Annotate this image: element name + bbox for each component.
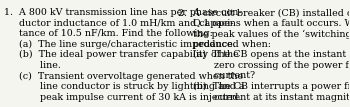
- Text: (c)  Transient overvoltage generated when the: (c) Transient overvoltage generated when…: [4, 71, 243, 81]
- Text: current?: current?: [178, 71, 256, 80]
- Text: (a)  The line surge/characteristic impedance.: (a) The line surge/characteristic impeda…: [4, 40, 236, 49]
- Text: current at its instant magnitude of 10 kA?: current at its instant magnitude of 10 k…: [178, 93, 350, 102]
- Text: (b)  The ideal power transfer capability of the: (b) The ideal power transfer capability …: [4, 50, 239, 59]
- Text: (a)  The CB opens at the instant of current: (a) The CB opens at the instant of curre…: [178, 50, 350, 59]
- Text: the peak values of the ‘switching overvoltages’: the peak values of the ‘switching overvo…: [178, 29, 350, 39]
- Text: produced when:: produced when:: [178, 40, 272, 49]
- Text: 2.  A circuit breaker (CB) installed on the line in: 2. A circuit breaker (CB) installed on t…: [178, 8, 350, 17]
- Text: Q.1 opens when a fault occurs. What will be: Q.1 opens when a fault occurs. What will…: [178, 19, 350, 28]
- Text: zero crossing of the power frequency fault: zero crossing of the power frequency fau…: [178, 61, 350, 70]
- Text: line.: line.: [4, 61, 61, 70]
- Text: 1.  A 800 kV transmission line has per phase con-: 1. A 800 kV transmission line has per ph…: [4, 8, 242, 17]
- Text: peak impulse current of 30 kA is injected.: peak impulse current of 30 kA is injecte…: [4, 93, 241, 102]
- Text: ductor inductance of 1.0 mH/km and capaci-: ductor inductance of 1.0 mH/km and capac…: [4, 19, 234, 28]
- Text: (b)  The CB interrupts a power frequency fault: (b) The CB interrupts a power frequency …: [178, 82, 350, 91]
- Text: line conductor is struck by lightning and a: line conductor is struck by lightning an…: [4, 82, 245, 91]
- Text: tance of 10.5 nF/km. Find the following:: tance of 10.5 nF/km. Find the following:: [4, 29, 213, 38]
